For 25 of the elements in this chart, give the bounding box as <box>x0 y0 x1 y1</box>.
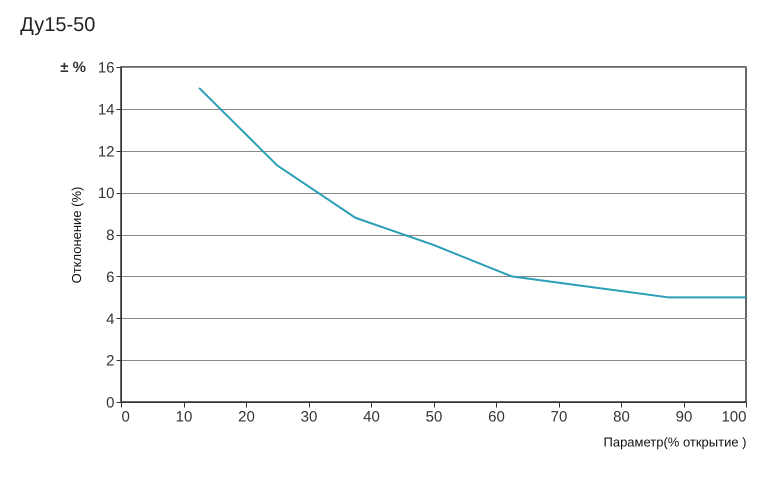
y-tick-label: 10 <box>98 185 114 202</box>
x-tick-label: 10 <box>176 408 192 426</box>
x-axis-title: Параметр(% открытие ) <box>604 434 746 450</box>
y-tick-label: 0 <box>106 394 114 412</box>
x-tick-label: 90 <box>676 408 692 426</box>
x-tick-label: 0 <box>122 408 130 426</box>
x-tick-label: 100 <box>721 408 746 426</box>
y-tick-label: 16 <box>98 60 114 76</box>
line-series <box>198 86 747 298</box>
x-tick-label: 60 <box>488 408 505 426</box>
y-tick-label: 12 <box>98 143 114 160</box>
y-axis-title: Отклонение (%) <box>68 186 84 284</box>
y-tick-label: 8 <box>106 227 114 244</box>
x-tick-label: 80 <box>613 408 630 426</box>
y-tick-label: 6 <box>106 268 114 286</box>
x-tick-label: 20 <box>238 408 255 426</box>
y-tick-label: 4 <box>106 310 114 328</box>
y-tick-label: 2 <box>106 352 114 370</box>
text: ± % <box>60 59 86 76</box>
chart-title: Ду15-50 <box>20 14 96 36</box>
x-tick-label: 50 <box>426 408 442 426</box>
x-tick-label: 70 <box>550 408 568 426</box>
x-tick-label: 40 <box>363 408 380 426</box>
x-tick-label: 30 <box>300 408 318 426</box>
y-tick-label: 14 <box>98 101 114 118</box>
